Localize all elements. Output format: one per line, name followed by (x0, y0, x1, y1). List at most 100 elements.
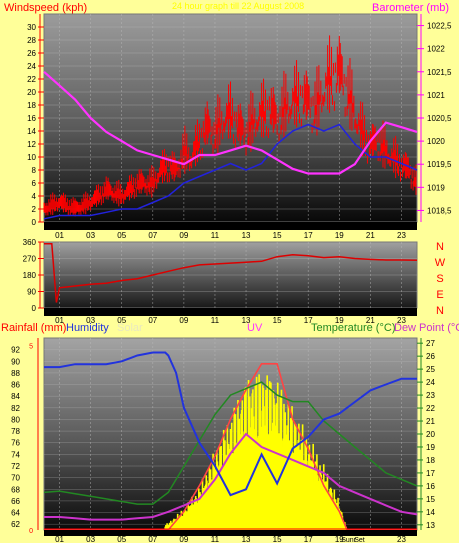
temperature-tick-23: 23 (426, 391, 435, 400)
x-tick-label-11: 11 (211, 231, 220, 240)
windspeed-tick-14: 14 (27, 127, 36, 136)
barometer-tick-4: 1020,5 (427, 114, 452, 123)
x-tick-label-23: 23 (397, 231, 406, 240)
x-tick-label-17: 17 (304, 316, 313, 325)
humidity-tick-76: 76 (11, 439, 20, 448)
humidity-tick-84: 84 (11, 392, 20, 401)
humidity-tick-86: 86 (11, 381, 20, 390)
dew-point-label: Dew Point (°C) (394, 322, 459, 334)
barometer-tick-7: 1022 (427, 45, 445, 54)
wind-panel-series (43, 35, 418, 220)
windspeed-tick-28: 28 (27, 36, 36, 45)
barometer-axis-title: Barometer (mb) (372, 2, 449, 14)
compass-E-3: E (436, 289, 443, 301)
x-tick-label-07: 07 (148, 535, 157, 543)
windspeed-tick-20: 20 (27, 88, 36, 97)
temperature-line (43, 381, 418, 505)
humidity-tick-74: 74 (11, 450, 20, 459)
x-tick-label-03: 03 (86, 316, 95, 325)
x-tick-label-17: 17 (304, 231, 313, 240)
chart-title: 24 hour graph till 22 August 2008 (172, 1, 304, 11)
temperature-tick-22: 22 (426, 404, 435, 413)
uv-y-ticks: 05 (29, 338, 39, 535)
compass-N-4: N (436, 305, 444, 317)
barometer-line (43, 70, 418, 175)
barometer-tick-3: 1020 (427, 137, 445, 146)
x-tick-label-09: 09 (179, 316, 188, 325)
windspeed-tick-0: 0 (32, 218, 37, 227)
x-tick-label-05: 05 (117, 316, 126, 325)
x-tick-label-11: 11 (211, 535, 220, 543)
x-tick-label-Sunrise: Sunr (341, 537, 356, 543)
x-tick-label-01: 01 (55, 231, 64, 240)
barometer-tick-1: 1019 (427, 183, 445, 192)
humidity-tick-68: 68 (11, 485, 20, 494)
humidity-y-ticks: 62 64 66 68 70 72 74 76 78 80 82 84 86 88 90 92 (11, 346, 20, 530)
windspeed-tick-6: 6 (32, 179, 37, 188)
windspeed-axis-title: Windspeed (kph) (4, 2, 87, 14)
x-tick-label-07: 07 (148, 231, 157, 240)
x-tick-label-09: 09 (179, 535, 188, 543)
temperature-tick-16: 16 (426, 482, 435, 491)
uv-tick-0: 0 (29, 528, 33, 535)
direction-tick-360: 360 (23, 238, 37, 247)
x-tick-label-19: 19 (335, 535, 344, 543)
windspeed-tick-24: 24 (27, 62, 36, 71)
x-tick-label-01: 01 (55, 316, 64, 325)
windspeed-tick-30: 30 (27, 23, 36, 32)
humidity-tick-80: 80 (11, 415, 20, 424)
humidity-tick-72: 72 (11, 462, 20, 471)
x-tick-label-03: 03 (86, 535, 95, 543)
x-tick-label-21: 21 (366, 231, 375, 240)
x-tick-label-17: 17 (304, 535, 313, 543)
temperature-tick-20: 20 (426, 430, 435, 439)
x-tick-label-13: 13 (242, 535, 251, 543)
x-tick-label-15: 15 (273, 535, 282, 543)
x-tick-label-15: 15 (273, 316, 282, 325)
humidity-tick-64: 64 (11, 509, 20, 518)
temperature-panel-series (43, 351, 418, 531)
x-tick-label-03: 03 (86, 231, 95, 240)
temperature-y-ticks: 13 14 15 16 17 18 19 20 21 22 23 24 25 26 27 (417, 338, 435, 530)
temperature-tick-18: 18 (426, 456, 435, 465)
temperature-panel-footer (44, 530, 417, 536)
humidity-label: Humidity (66, 322, 109, 334)
temperature-tick-25: 25 (426, 365, 435, 374)
direction-tick-180: 180 (23, 271, 37, 280)
humidity-tick-62: 62 (11, 520, 20, 529)
windspeed-tick-10: 10 (27, 153, 36, 162)
windspeed-tick-4: 4 (32, 192, 37, 201)
dew-point-line (44, 432, 418, 521)
compass-S-2: S (436, 273, 443, 285)
direction-tick-90: 90 (27, 288, 36, 297)
humidity-line (44, 351, 417, 497)
compass-N-0: N (436, 241, 444, 253)
temperature-tick-27: 27 (426, 339, 435, 348)
temperature-tick-17: 17 (426, 469, 435, 478)
x-tick-label-Sunset: Set (354, 537, 365, 543)
temperature-tick-13: 13 (426, 521, 435, 530)
humidity-tick-78: 78 (11, 427, 20, 436)
solar-label: Solar (117, 322, 143, 334)
windspeed-tick-18: 18 (27, 101, 36, 110)
humidity-tick-66: 66 (11, 497, 20, 506)
barometer-tick-0: 1018,5 (427, 206, 452, 215)
x-tick-label-23: 23 (397, 316, 406, 325)
uv-label: UV (247, 322, 263, 334)
x-tick-label-05: 05 (117, 535, 126, 543)
direction-panel-series (44, 243, 418, 303)
x-tick-label-05: 05 (117, 231, 126, 240)
x-tick-label-15: 15 (273, 231, 282, 240)
windspeed-tick-22: 22 (27, 75, 36, 84)
windspeed-tick-12: 12 (27, 140, 36, 149)
x-tick-label-19: 19 (335, 316, 344, 325)
humidity-tick-88: 88 (11, 369, 20, 378)
wind-direction-line (44, 243, 418, 303)
temperature-tick-19: 19 (426, 443, 435, 452)
humidity-tick-82: 82 (11, 404, 20, 413)
barometer-tick-5: 1021 (427, 91, 445, 100)
humidity-tick-92: 92 (11, 346, 20, 355)
